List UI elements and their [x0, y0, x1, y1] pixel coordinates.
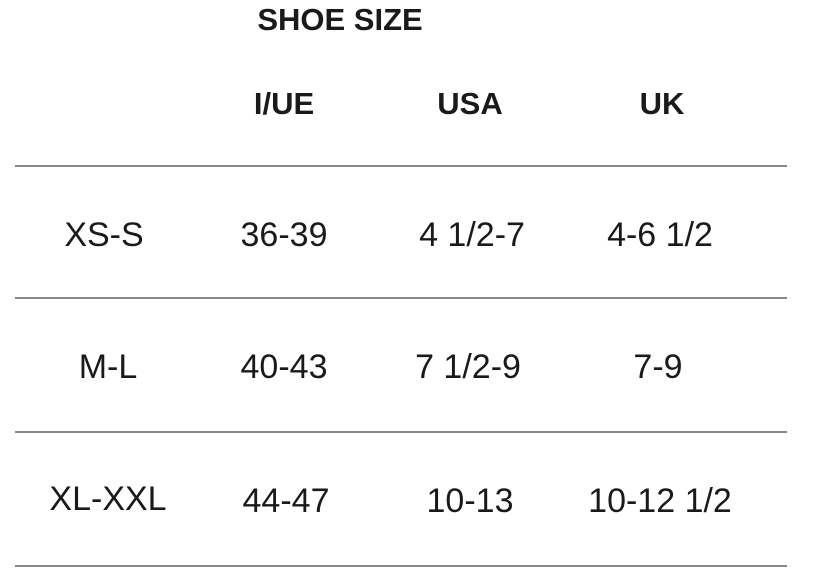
column-header-usa: USA: [437, 86, 503, 121]
size-eu: 40-43: [240, 348, 328, 386]
divider: [15, 165, 787, 167]
size-usa: 10-13: [426, 482, 514, 520]
size-eu: 44-47: [242, 482, 330, 520]
size-label: XS-S: [64, 216, 144, 254]
table-title: SHOE SIZE: [257, 2, 423, 37]
size-uk: 7-9: [633, 348, 683, 386]
size-label: XL-XXL: [49, 480, 167, 518]
size-label: M-L: [78, 348, 138, 386]
column-header-uk: UK: [639, 86, 685, 121]
size-usa: 4 1/2-7: [419, 216, 525, 254]
divider: [15, 297, 787, 299]
divider: [15, 565, 787, 567]
size-usa: 7 1/2-9: [415, 348, 521, 386]
size-uk: 10-12 1/2: [588, 482, 732, 520]
column-header-eu: I/UE: [253, 86, 315, 121]
size-eu: 36-39: [240, 216, 328, 254]
divider: [15, 431, 787, 433]
size-uk: 4-6 1/2: [607, 216, 713, 254]
